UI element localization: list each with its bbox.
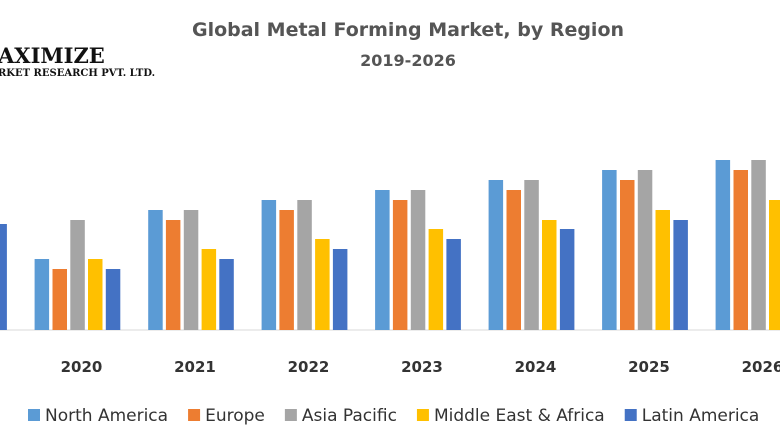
- bar-north-america-2025: [602, 170, 617, 330]
- x-tick-label-2022: 2022: [288, 358, 330, 376]
- bar-europe-2021: [165, 220, 181, 330]
- bar-north-america-2022: [261, 200, 277, 330]
- legend-swatch-europe: [188, 409, 201, 421]
- bar-europe-2023: [392, 200, 408, 330]
- bar-latin-america-2024: [559, 229, 575, 330]
- x-tick-label-2025: 2025: [628, 358, 670, 376]
- legend: North America Europe Asia Pacific Middle Ea…: [28, 406, 759, 426]
- bar-north-america-2024: [488, 180, 504, 330]
- x-tick-label-2020: 2020: [61, 358, 103, 376]
- legend-swatch-north-america: [28, 409, 40, 421]
- bar-latin-america-2021: [219, 259, 234, 330]
- bar-latin-america-2025: [673, 220, 688, 330]
- chart-title: Global Metal Forming Market, by Region: [192, 19, 624, 41]
- bar-asia-pacific-2024: [524, 180, 539, 330]
- legend-label-north-america: North America: [45, 406, 168, 426]
- bar-middle-east-africa-2025: [655, 210, 670, 330]
- bar-europe-2026: [733, 170, 748, 330]
- bar-asia-pacific-2025: [637, 170, 653, 330]
- x-tick-label-2026: 2026: [742, 358, 780, 376]
- x-tick-labels: 2020 2021 2022 2023 2024 2025 2026: [61, 358, 780, 376]
- legend-label-middle-east-africa: Middle East & Africa: [434, 406, 605, 426]
- company-logo: AXIMIZE RKET RESEARCH PVT. LTD.: [0, 43, 155, 79]
- bar-europe-2025: [620, 180, 635, 330]
- bar-europe-2024: [506, 190, 521, 330]
- bar-north-america-2026: [715, 160, 731, 330]
- legend-label-asia-pacific: Asia Pacific: [302, 406, 397, 426]
- legend-swatch-asia-pacific: [284, 409, 297, 421]
- legend-label-europe: Europe: [205, 406, 265, 426]
- legend-swatch-latin-america: [624, 409, 637, 421]
- bar-latin-america-2022: [332, 249, 348, 330]
- bar-europe-2022: [279, 210, 294, 330]
- bar-middle-east-africa-2023: [428, 229, 444, 330]
- x-tick-label-2024: 2024: [515, 358, 557, 376]
- bar-middle-east-africa-2022: [315, 239, 330, 330]
- legend-label-latin-america: Latin America: [642, 406, 760, 426]
- bar-asia-pacific-2021: [183, 210, 199, 330]
- bar-north-america-2020: [34, 259, 50, 330]
- logo-subtitle: RKET RESEARCH PVT. LTD.: [0, 68, 155, 79]
- bar-latin-america-2023: [446, 239, 461, 330]
- x-tick-label-2021: 2021: [174, 358, 216, 376]
- bar-europe-2020: [52, 269, 67, 330]
- logo-name: AXIMIZE: [0, 43, 105, 68]
- bar-latin-america-2019: [0, 224, 7, 330]
- bar-middle-east-africa-2020: [88, 259, 103, 330]
- bar-middle-east-africa-2024: [542, 220, 557, 330]
- bar-middle-east-africa-2026: [769, 200, 780, 330]
- bar-asia-pacific-2023: [410, 190, 426, 330]
- bar-north-america-2021: [148, 210, 163, 330]
- bars-group: [0, 160, 780, 330]
- bar-north-america-2023: [375, 190, 390, 330]
- bar-latin-america-2020: [105, 269, 121, 330]
- bar-asia-pacific-2020: [70, 220, 85, 330]
- bar-asia-pacific-2022: [297, 200, 312, 330]
- chart-subtitle: 2019-2026: [360, 51, 456, 70]
- legend-swatch-middle-east-africa: [416, 409, 429, 421]
- x-tick-label-2023: 2023: [401, 358, 443, 376]
- bar-middle-east-africa-2021: [201, 249, 217, 330]
- bar-asia-pacific-2026: [751, 160, 766, 330]
